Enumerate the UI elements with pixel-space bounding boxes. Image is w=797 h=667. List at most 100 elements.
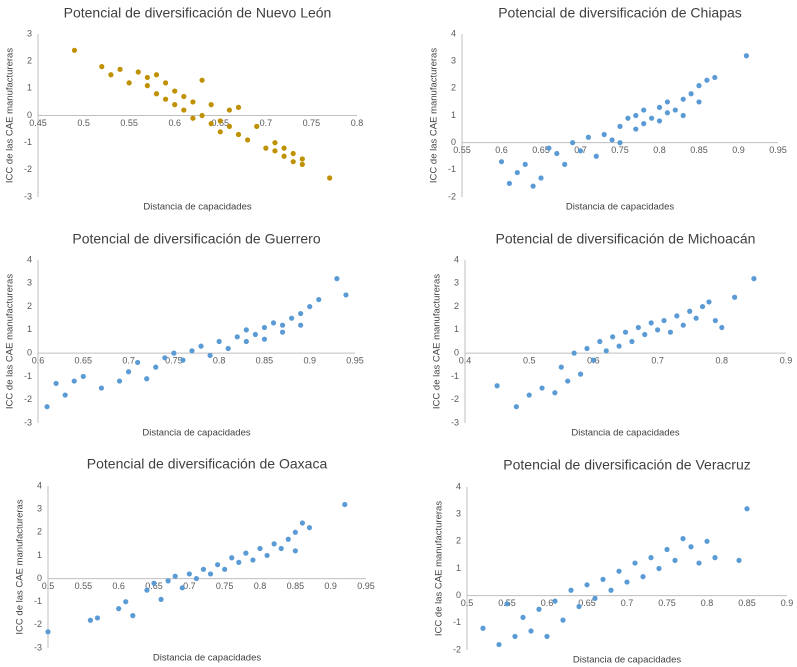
- y-axis-label: ICC de las CAE manufactureras: [5, 274, 16, 409]
- point: [656, 104, 663, 110]
- point: [216, 338, 222, 345]
- point: [560, 617, 566, 623]
- y-tick-label: 1: [456, 563, 461, 573]
- point: [153, 72, 160, 78]
- point: [290, 159, 296, 165]
- point: [94, 615, 101, 621]
- point: [648, 320, 654, 326]
- point: [71, 47, 78, 53]
- point: [667, 329, 674, 335]
- point: [226, 107, 232, 113]
- y-tick-label: -2: [453, 644, 461, 654]
- y-tick-label: -1: [453, 617, 461, 627]
- y-tick-label: 4: [456, 481, 461, 491]
- point: [215, 562, 221, 568]
- point: [165, 578, 171, 584]
- point: [558, 364, 564, 370]
- y-tick-label: -1: [24, 371, 32, 381]
- point: [153, 364, 159, 370]
- point: [570, 140, 576, 146]
- point: [208, 121, 214, 127]
- point: [172, 88, 178, 94]
- x-tick-label: 0.7: [122, 356, 135, 366]
- point: [539, 385, 545, 391]
- point: [108, 72, 114, 78]
- x-tick-label: 0.6: [168, 118, 181, 128]
- point: [513, 404, 519, 410]
- point: [622, 329, 629, 335]
- point: [171, 350, 177, 356]
- x-tick-label: 0.95: [357, 581, 375, 591]
- point: [512, 633, 518, 640]
- y-axis-label: ICC de las CAE manufactureras: [5, 48, 16, 183]
- point: [207, 352, 213, 359]
- point: [601, 131, 607, 138]
- point: [272, 148, 278, 154]
- x-tick-label: 0.75: [216, 581, 234, 591]
- point: [688, 544, 694, 550]
- y-tick-label: -1: [34, 596, 42, 606]
- y-tick-label: -1: [451, 371, 459, 381]
- point: [270, 320, 277, 326]
- point: [617, 140, 623, 146]
- point: [552, 598, 558, 604]
- point: [696, 83, 702, 89]
- chart-title: Potencial de diversificación de Oaxaca: [87, 456, 328, 472]
- x-tick-label: 0.9: [303, 356, 316, 366]
- y-tick-label: 3: [456, 509, 461, 519]
- point: [307, 303, 313, 310]
- x-axis-label: Distancia de capacidades: [573, 655, 682, 666]
- chart-title: Potencial de diversificación de Veracruz: [503, 457, 750, 473]
- y-tick-label: -3: [24, 417, 32, 427]
- point: [236, 559, 242, 565]
- point: [712, 74, 718, 81]
- point: [538, 175, 544, 181]
- point: [252, 331, 258, 338]
- x-tick-label: 0.9: [324, 581, 337, 591]
- point: [144, 376, 150, 382]
- y-tick-label: 0: [454, 348, 459, 358]
- point: [744, 506, 750, 512]
- point: [546, 145, 552, 151]
- point: [584, 582, 590, 588]
- y-tick-label: 3: [454, 278, 459, 288]
- y-tick-label: 2: [27, 301, 32, 311]
- point: [520, 614, 526, 621]
- point: [190, 115, 196, 121]
- point: [98, 385, 104, 391]
- y-tick-label: 1: [37, 550, 42, 560]
- x-tick-label: 0.55: [75, 581, 93, 591]
- point: [217, 118, 223, 124]
- point: [298, 310, 304, 317]
- y-tick-label: 4: [451, 28, 456, 38]
- point: [633, 126, 639, 132]
- point: [162, 355, 168, 361]
- y-tick-label: -2: [451, 394, 459, 404]
- point: [552, 390, 558, 396]
- point: [245, 137, 251, 143]
- x-axis-label: Distancia de capacidades: [142, 428, 251, 439]
- point: [600, 576, 606, 582]
- x-tick-label: 0.6: [112, 581, 125, 591]
- point: [712, 555, 718, 561]
- point: [299, 520, 305, 526]
- point: [199, 112, 205, 119]
- x-tick-label: 0.5: [523, 356, 536, 366]
- point: [198, 343, 204, 349]
- point: [592, 595, 598, 601]
- x-tick-label: 0.8: [653, 145, 666, 155]
- point: [629, 338, 635, 345]
- x-tick-label: 0.65: [532, 145, 550, 155]
- point: [593, 153, 599, 159]
- y-tick-label: 4: [454, 254, 459, 264]
- point: [625, 115, 631, 121]
- point: [254, 123, 260, 129]
- point: [299, 161, 305, 167]
- point: [200, 566, 207, 572]
- point: [257, 545, 263, 552]
- y-tick-label: 0: [37, 573, 42, 583]
- x-tick-label: 0.65: [578, 598, 596, 608]
- point: [135, 69, 141, 75]
- y-tick-label: -2: [448, 191, 456, 201]
- point: [664, 546, 670, 553]
